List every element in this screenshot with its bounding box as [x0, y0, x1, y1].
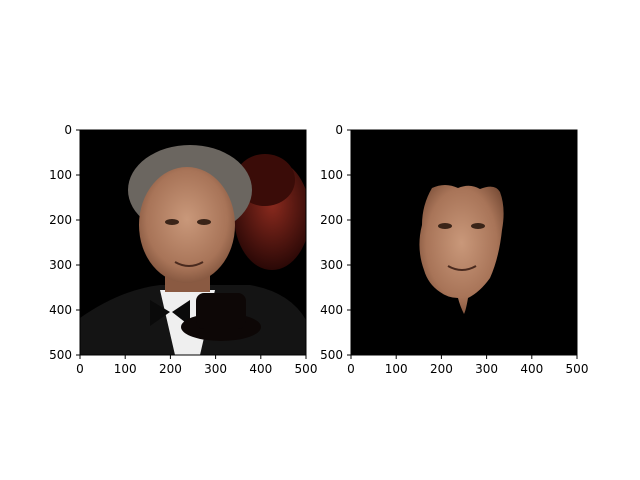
right-xtick-label: 500: [566, 362, 589, 376]
right-ytick-label: 400: [320, 303, 343, 317]
left-xtick-label: 300: [204, 362, 227, 376]
left-xtick-label: 400: [249, 362, 272, 376]
mask-left-eye: [438, 223, 452, 229]
left-portrait: [80, 145, 306, 355]
left-ytick-label: 200: [49, 213, 72, 227]
left-panel: [79, 129, 307, 356]
mask-mouth: [447, 265, 477, 271]
mask-right-eye: [471, 223, 485, 229]
right-ytick-label: 500: [320, 348, 343, 362]
face: [139, 167, 235, 283]
left-ytick-label: 400: [49, 303, 72, 317]
hat-crown: [196, 293, 246, 329]
right-ytick-label: 0: [335, 123, 343, 137]
left-xtick-label: 100: [114, 362, 137, 376]
left-ytick-label: 0: [64, 123, 72, 137]
right-eye: [197, 219, 211, 225]
right-xtick-label: 0: [347, 362, 355, 376]
left-axes-frame: [79, 129, 307, 356]
right-panel: [350, 129, 578, 356]
right-ytick-label: 300: [320, 258, 343, 272]
right-xtick-label: 200: [430, 362, 453, 376]
axes-layer: 0 100 200 300 400 500 0 100 200 300 400 500 0 100 200 3…: [49, 123, 588, 376]
left-xtick-label: 500: [295, 362, 318, 376]
right-xtick-label: 300: [475, 362, 498, 376]
left-xtick-label: 0: [76, 362, 84, 376]
right-xtick-label: 400: [520, 362, 543, 376]
left-eye: [165, 219, 179, 225]
right-axes-frame: [350, 129, 578, 356]
bow-tie: [150, 300, 190, 326]
right-ytick-label: 100: [320, 168, 343, 182]
mouth: [174, 261, 204, 267]
right-xtick-label: 100: [385, 362, 408, 376]
left-ytick-label: 500: [49, 348, 72, 362]
face-mask: [419, 185, 504, 314]
right-ytick-label: 200: [320, 213, 343, 227]
left-ytick-label: 300: [49, 258, 72, 272]
left-ytick-label: 100: [49, 168, 72, 182]
left-xtick-label: 200: [159, 362, 182, 376]
segmented-face: [419, 185, 504, 314]
